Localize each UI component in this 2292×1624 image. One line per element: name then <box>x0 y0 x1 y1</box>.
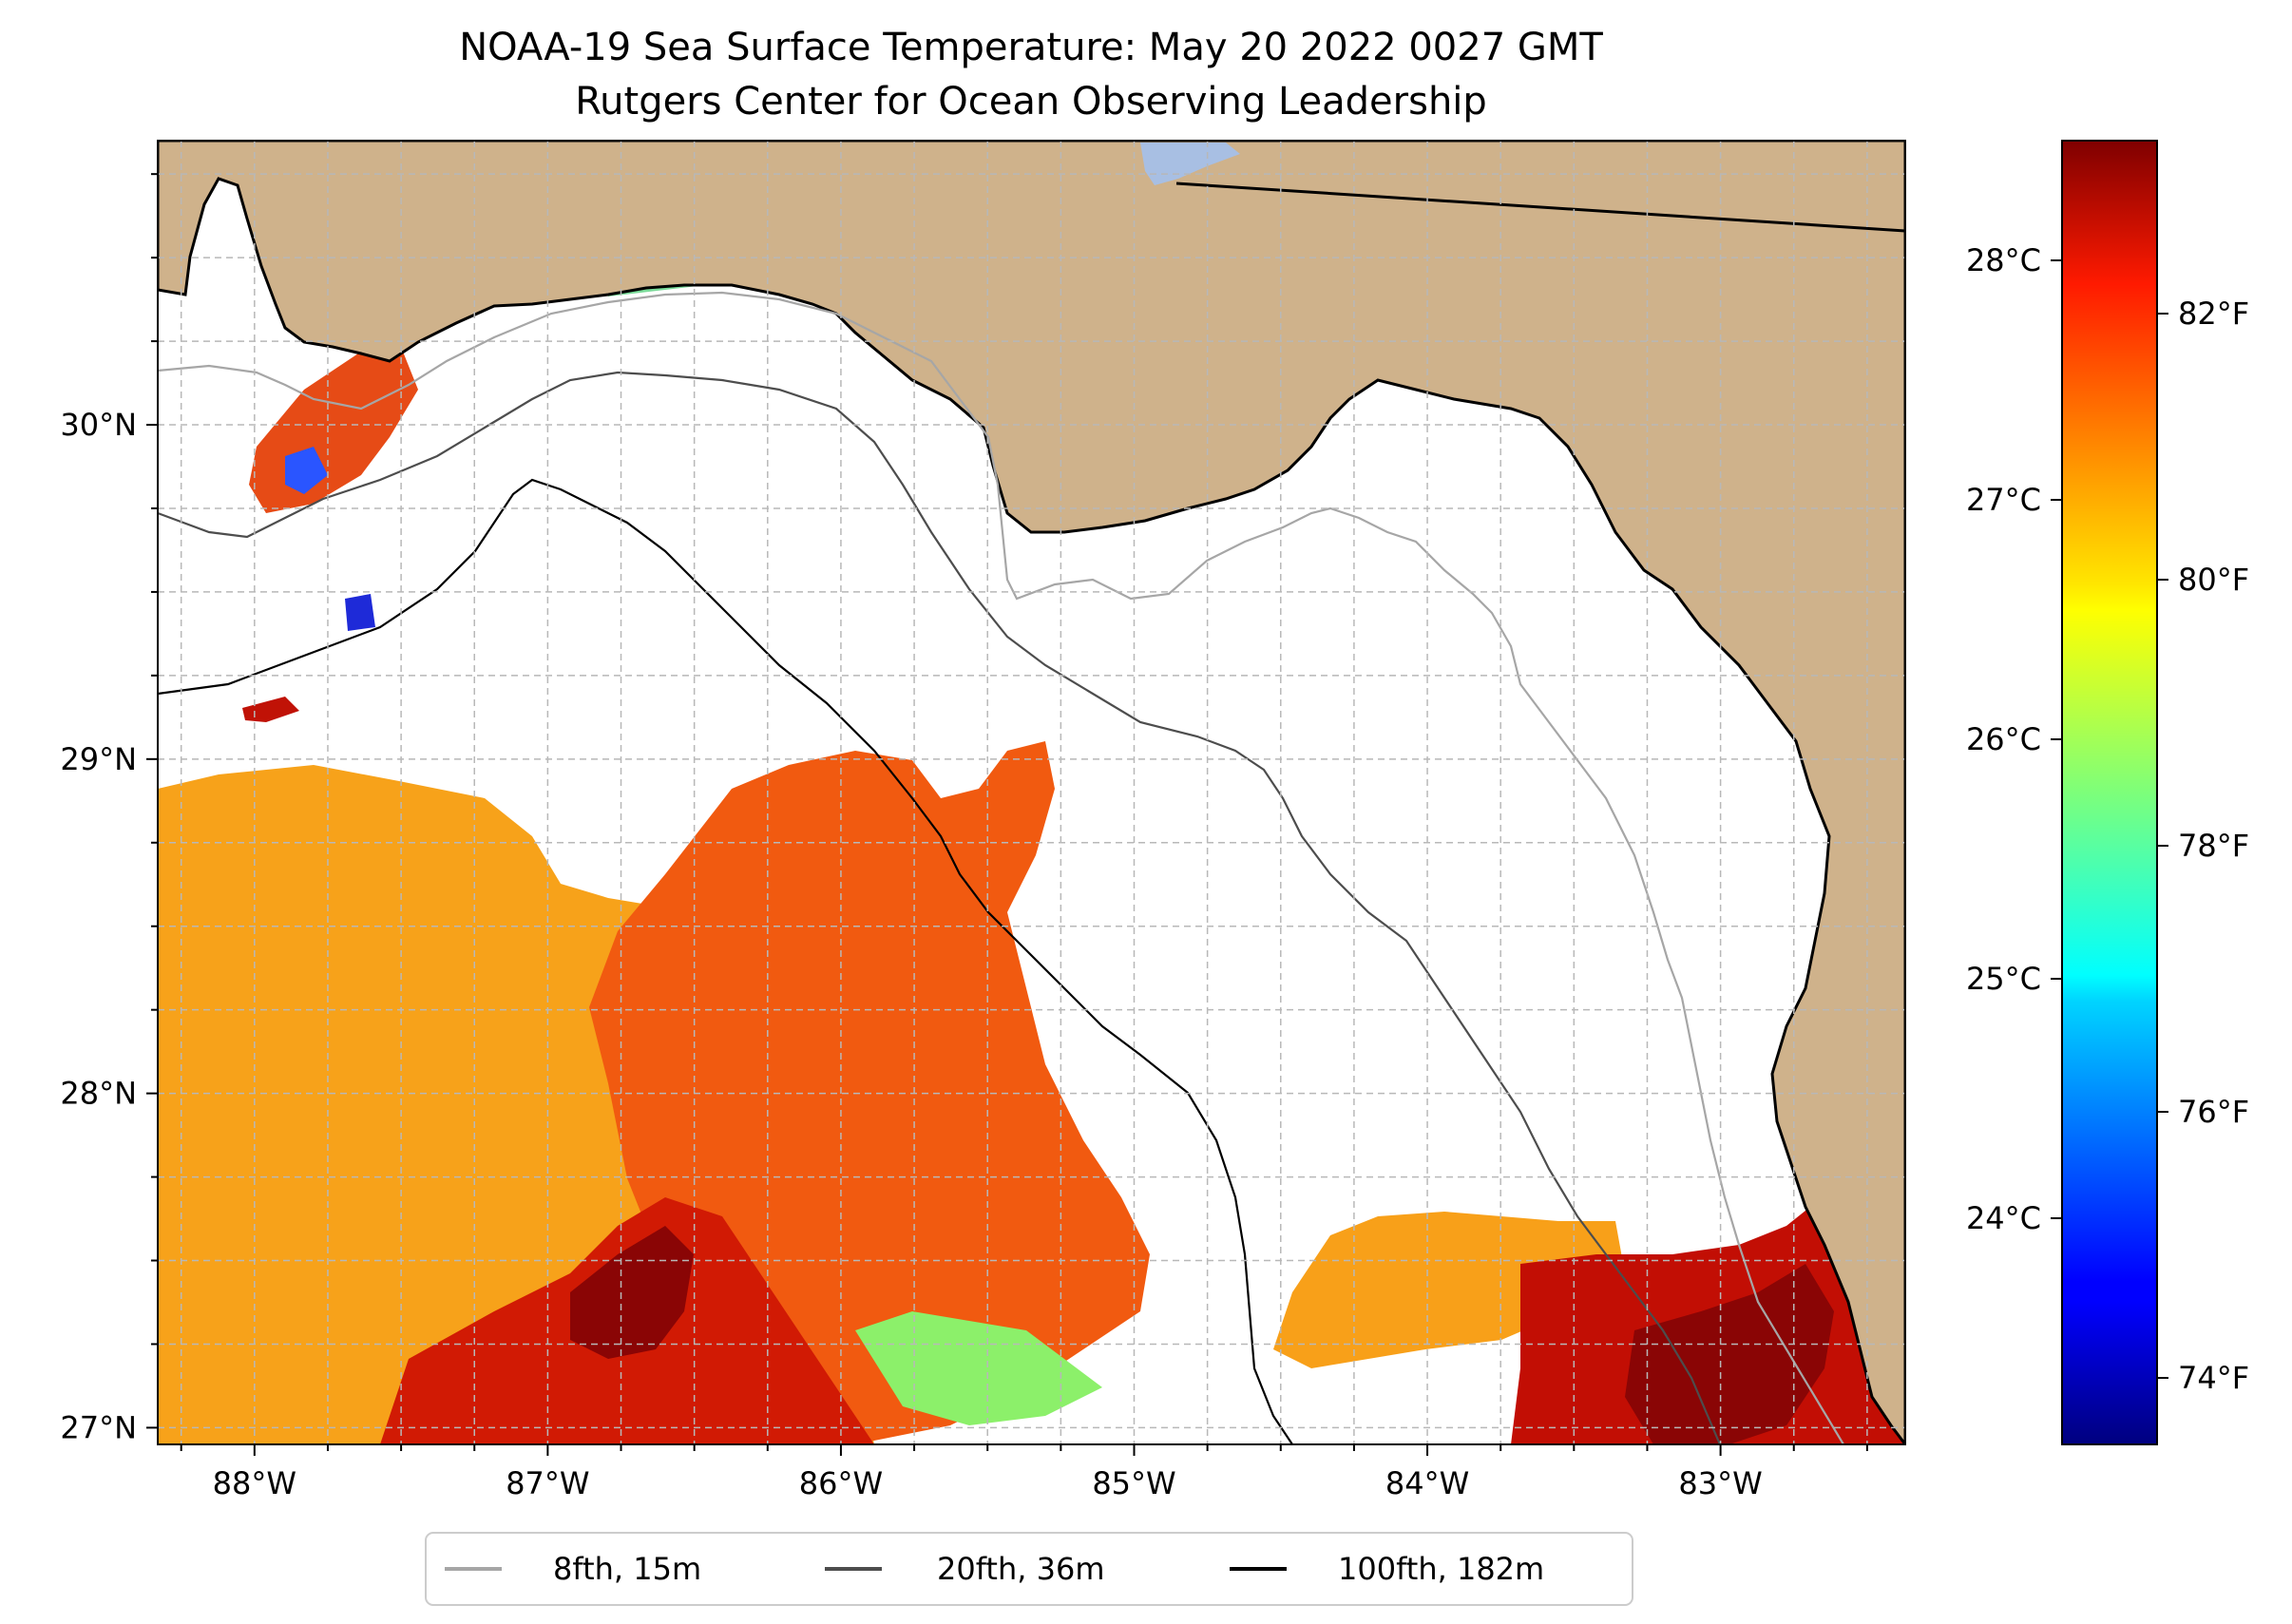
map-panel <box>158 141 1905 1444</box>
legend-label-8fth: 8fth, 15m <box>553 1551 701 1587</box>
colorbar-label-f: 78°F <box>2178 828 2249 864</box>
colorbar-label-f: 74°F <box>2178 1360 2249 1396</box>
isobath-100fth <box>158 478 1293 1444</box>
colorbar-label-c: 25°C <box>1966 961 2041 997</box>
lon-tick-label: 86°W <box>799 1465 883 1501</box>
sst-data-layer <box>158 261 1905 1444</box>
colorbar: 74°F 76°F 78°F 80°F 82°F 24°C 25°C 26°C 27°C 28°C <box>1966 140 2249 1445</box>
map-frame <box>157 140 1906 1445</box>
land-northern-coast <box>158 141 1905 1444</box>
sst-patch-green-band <box>855 1311 1102 1425</box>
sst-patch-panhandle-blue <box>285 447 328 494</box>
lon-tick-label: 85°W <box>1092 1465 1175 1501</box>
colorbar-label-c: 28°C <box>1966 242 2041 278</box>
colorbar-gradient <box>2061 140 2158 1445</box>
sst-patch-east-darkred <box>1625 1264 1834 1444</box>
lat-tick-label: 28°N <box>60 1076 137 1112</box>
isobath-8fth <box>158 291 1844 1444</box>
colorbar-label-f: 82°F <box>2178 296 2249 332</box>
lat-tick-label: 29°N <box>60 741 137 777</box>
isobath-legend: 8fth, 15m 20fth, 36m 100fth, 182m <box>425 1532 1633 1606</box>
lon-tick-label: 87°W <box>506 1465 589 1501</box>
colorbar-label-c: 27°C <box>1966 482 2041 518</box>
legend-label-100fth: 100fth, 182m <box>1338 1551 1544 1587</box>
sst-patch-east-a <box>1273 1212 1625 1368</box>
colorbar-label-c: 24°C <box>1966 1200 2041 1236</box>
colorbar-ticks: 74°F 76°F 78°F 80°F 82°F 24°C 25°C 26°C 27°C 28°C <box>1966 242 2249 1396</box>
land-layer <box>158 141 1905 1444</box>
sst-patch-south-darkred <box>570 1226 694 1359</box>
sst-patch-small-a <box>242 697 299 722</box>
gridlines <box>158 141 1905 1444</box>
figure-title-line2: Rutgers Center for Ocean Observing Leade… <box>575 80 1487 124</box>
isobath-20fth <box>158 371 1722 1444</box>
lon-tick-label: 84°W <box>1385 1465 1469 1501</box>
colorbar-label-f: 76°F <box>2178 1094 2249 1130</box>
map-axes: 88°W 87°W 86°W 85°W 84°W 83°W 27°N 28°N 29°N 30°N <box>60 173 1868 1501</box>
lon-tick-label: 83°W <box>1678 1465 1762 1501</box>
lat-tick-label: 27°N <box>60 1409 137 1445</box>
state-border-line <box>1175 182 1905 233</box>
colorbar-label-f: 80°F <box>2178 562 2249 598</box>
legend-box <box>425 1532 1633 1606</box>
sst-patch-small-b <box>345 594 375 631</box>
lon-tick-label: 88°W <box>213 1465 296 1501</box>
legend-label-20fth: 20fth, 36m <box>937 1551 1104 1587</box>
lat-tick-label: 30°N <box>60 407 137 443</box>
figure-title-line1: NOAA-19 Sea Surface Temperature: May 20 … <box>459 26 1603 69</box>
isobath-layer <box>158 291 1844 1444</box>
colorbar-label-c: 26°C <box>1966 721 2041 757</box>
